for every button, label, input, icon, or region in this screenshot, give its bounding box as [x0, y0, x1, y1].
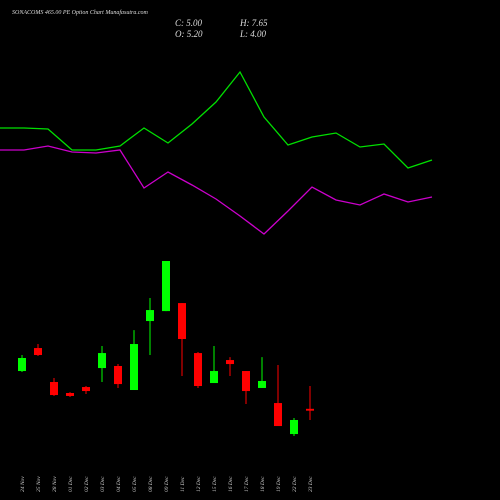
candle-body — [194, 353, 202, 387]
candle-body — [98, 353, 106, 369]
candle-body — [146, 310, 154, 322]
candle-body — [242, 371, 250, 392]
x-tick-label: 15 Dec — [212, 476, 218, 492]
candle-body — [226, 360, 234, 365]
x-tick-label: 04 Dec — [115, 476, 122, 492]
candle-body — [82, 387, 90, 392]
x-tick-label: 19 Dec — [276, 476, 282, 492]
x-tick-label: 09 Dec — [164, 476, 170, 492]
x-tick-label: 22 Dec — [292, 476, 298, 492]
candle-body — [210, 371, 218, 384]
x-tick-label: 18 Dec — [260, 476, 266, 492]
candle-body — [306, 408, 314, 411]
candle-body — [18, 357, 26, 372]
x-tick-label: 17 Dec — [244, 476, 250, 492]
x-tick-label: 03 Dec — [100, 476, 106, 492]
low-label: L: 4.00 — [239, 29, 267, 39]
x-tick-label: 08 Dec — [148, 476, 154, 492]
candle-body — [50, 382, 58, 396]
open-label: O: 5.20 — [175, 29, 203, 39]
x-tick-label: 28 Nov — [52, 476, 58, 492]
candle-body — [162, 261, 170, 312]
chart-title: SONACOMS 465.00 PE Option Chart Munafasu… — [12, 9, 148, 16]
high-label: H: 7.65 — [239, 18, 268, 28]
candle-body — [274, 403, 282, 427]
x-tick-label: 02 Dec — [84, 476, 90, 492]
candle-body — [258, 380, 266, 388]
x-tick-label: 16 Dec — [228, 476, 234, 492]
candle-body — [290, 419, 298, 435]
x-tick-label: 01 Dec — [68, 476, 74, 492]
candle-body — [178, 303, 186, 340]
x-tick-label: 05 Dec — [132, 476, 138, 492]
x-tick-label: 23 Dec — [308, 476, 314, 492]
x-tick-label: 24 Nov — [19, 476, 26, 492]
x-tick-label: 12 Dec — [196, 476, 202, 492]
x-tick-label: 11 Dec — [180, 476, 186, 492]
candle-body — [34, 348, 42, 356]
indicator-line — [0, 70, 433, 169]
x-tick-label: 25 Nov — [36, 476, 42, 492]
close-label: C: 5.00 — [175, 18, 203, 28]
candle-body — [130, 344, 138, 391]
indicator-line — [0, 145, 433, 235]
candle-body — [114, 366, 122, 385]
candle-body — [66, 392, 74, 396]
